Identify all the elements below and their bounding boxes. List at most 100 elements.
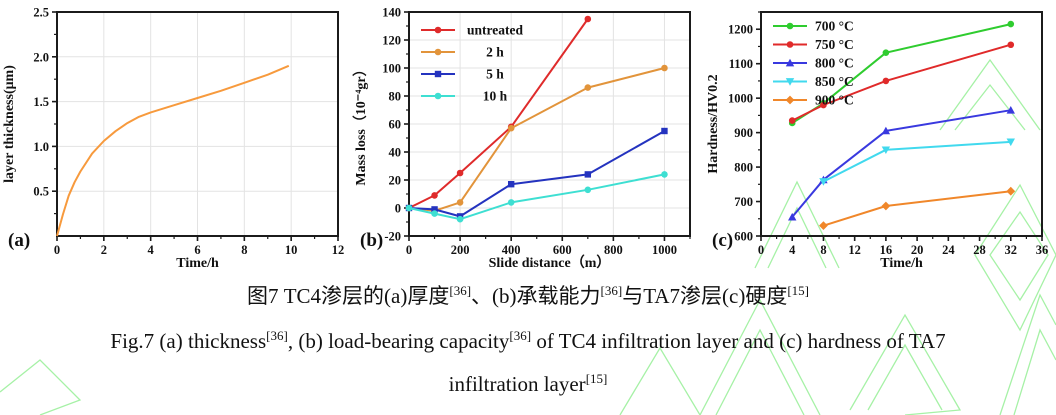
citation-superscript: [36] [449, 283, 472, 298]
svg-text:1.0: 1.0 [33, 140, 49, 154]
data-point [819, 221, 828, 231]
panel-label: (c) [712, 230, 733, 251]
legend-entry: 700 °C [815, 19, 854, 34]
chart-c-svg: 0 4 8 12 16 20 24 28 32 36 600 700 800 900 1000 1100 120… [706, 11, 1049, 271]
chart-a-panel: 0 2 4 6 8 10 12 0.5 1.0 1.5 2.0 2.5 Time/h layer thic… [0, 0, 352, 272]
charts-row: 0 2 4 6 8 10 12 0.5 1.0 1.5 2.0 2.5 Time/h layer thic… [0, 0, 1056, 272]
svg-text:2: 2 [101, 243, 107, 257]
svg-text:2.0: 2.0 [33, 50, 49, 64]
data-point [820, 101, 827, 109]
data-point [882, 49, 890, 56]
series-800 °C [791, 109, 1011, 218]
panel-label: (b) [360, 230, 383, 251]
data-point [434, 26, 442, 34]
caption-text: , (b) load-bearing capacity [287, 329, 510, 353]
svg-text:1200: 1200 [728, 23, 753, 37]
svg-text:600: 600 [553, 243, 572, 257]
svg-text:120: 120 [382, 34, 401, 48]
svg-text:2.5: 2.5 [33, 6, 49, 20]
chart-c-panel: 0 4 8 12 16 20 24 28 32 36 600 700 800 900 1000 1100 120… [704, 0, 1056, 272]
data-point [405, 204, 413, 212]
data-point [507, 124, 515, 132]
caption-text: infiltration layer [448, 372, 586, 396]
svg-text:1000: 1000 [728, 92, 753, 106]
series-2 h [408, 67, 665, 212]
panel-label: (a) [8, 230, 30, 251]
data-point [456, 215, 464, 223]
svg-text:12: 12 [332, 243, 345, 257]
svg-text:700: 700 [734, 195, 753, 209]
data-point [1006, 186, 1016, 196]
data-point [881, 126, 891, 135]
data-point [661, 64, 668, 72]
legend-entry: 750 °C [815, 37, 854, 52]
data-point [881, 201, 891, 211]
svg-text:32: 32 [1005, 243, 1018, 257]
svg-text:8: 8 [820, 243, 826, 257]
svg-text:20: 20 [911, 243, 924, 257]
data-point [434, 70, 442, 78]
legend-entry: 800 °C [815, 56, 854, 71]
svg-text:10: 10 [285, 243, 298, 257]
svg-text:200: 200 [451, 243, 470, 257]
svg-text:28: 28 [973, 243, 986, 257]
series-layer thickness [56, 64, 290, 237]
y-axis-title: layer thickness(μm) [2, 65, 17, 183]
data-point [661, 171, 668, 178]
series-900 °C [823, 190, 1011, 227]
data-point [431, 206, 438, 213]
figure-captions: 图7 TC4渗层的(a)厚度[36]、(b)承载能力[36]与TA7渗层(c)硬… [0, 276, 1056, 395]
data-point [786, 41, 794, 48]
caption-text: Fig.7 (a) thickness [110, 329, 267, 353]
data-point [785, 58, 795, 67]
data-point [1007, 20, 1015, 28]
svg-text:0.5: 0.5 [33, 185, 49, 199]
svg-text:20: 20 [389, 174, 402, 188]
chart-b-svg: 0 200 400 600 800 1000 -20 0 20 40 60 80 100 120 140 Sl… [353, 6, 691, 271]
svg-text:4: 4 [789, 243, 796, 257]
svg-text:140: 140 [382, 6, 401, 20]
y-axis-title: Hardness/HV0.2 [706, 74, 721, 173]
svg-text:1000: 1000 [652, 243, 677, 257]
svg-text:1.5: 1.5 [33, 95, 49, 109]
series-5 h [408, 130, 665, 218]
citation-superscript: [15] [787, 283, 810, 298]
citation-superscript: [36] [600, 283, 623, 298]
data-point [584, 84, 592, 91]
svg-text:100: 100 [382, 62, 401, 76]
caption-english-line1: Fig.7 (a) thickness[36], (b) load-bearin… [0, 328, 1056, 353]
svg-text:0: 0 [395, 202, 401, 216]
data-point [507, 181, 515, 188]
legend-entry: 850 °C [815, 74, 854, 89]
svg-text:12: 12 [848, 243, 861, 257]
svg-text:40: 40 [389, 146, 402, 160]
citation-superscript: [36] [509, 328, 532, 343]
caption-text: 图7 TC4渗层的(a)厚度 [246, 284, 450, 308]
svg-text:0: 0 [758, 243, 764, 257]
data-point [1007, 41, 1015, 49]
svg-text:60: 60 [389, 118, 402, 132]
data-point [882, 77, 890, 85]
svg-text:24: 24 [942, 243, 955, 257]
svg-text:1100: 1100 [729, 57, 753, 71]
caption-text: 与TA7渗层(c)硬度 [622, 284, 788, 308]
legend-entry: untreated [467, 23, 523, 38]
data-point [785, 78, 795, 86]
svg-text:4: 4 [148, 243, 155, 257]
chart-a-svg: 0 2 4 6 8 10 12 0.5 1.0 1.5 2.0 2.5 Time/h layer thic… [2, 6, 345, 272]
data-point [434, 92, 442, 100]
legend-entry: 10 h [483, 89, 508, 104]
data-point [431, 210, 438, 217]
svg-text:900: 900 [734, 126, 753, 140]
chart-b-panel: 0 200 400 600 800 1000 -20 0 20 40 60 80 100 120 140 Sl… [352, 0, 704, 272]
data-point [788, 117, 796, 124]
svg-text:800: 800 [734, 161, 753, 175]
data-point [786, 22, 794, 30]
citation-superscript: [36] [266, 328, 288, 343]
svg-text:0: 0 [54, 243, 60, 257]
data-point [584, 171, 592, 178]
data-point [584, 186, 592, 194]
svg-text:36: 36 [1036, 243, 1049, 257]
svg-text:600: 600 [734, 230, 753, 244]
y-axis-title: Mass loss（10⁻⁴gr） [353, 62, 369, 185]
